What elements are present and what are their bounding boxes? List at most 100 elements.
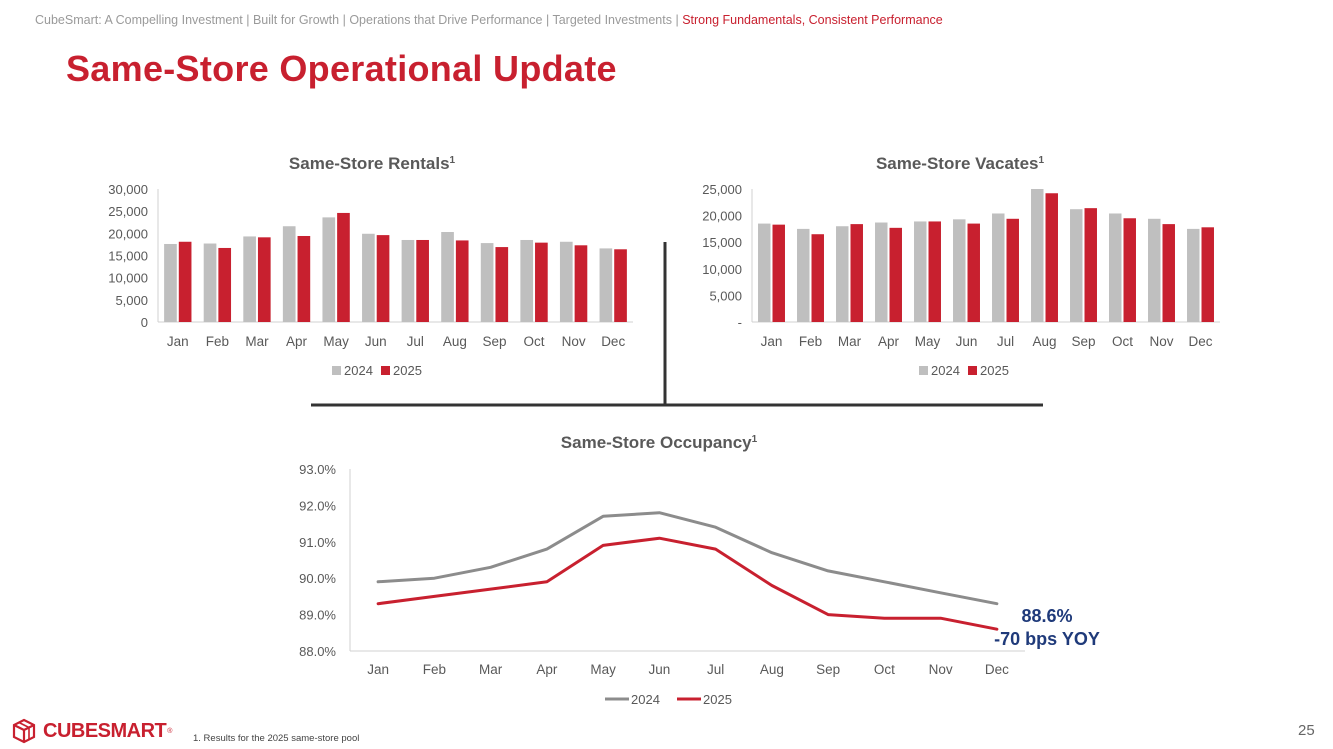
bar-2024 bbox=[953, 219, 966, 322]
bar-2025 bbox=[178, 241, 192, 322]
bar-2025 bbox=[218, 247, 232, 322]
bar-2025 bbox=[1162, 224, 1175, 322]
bar-2024 bbox=[758, 223, 771, 322]
bar-2025 bbox=[574, 245, 588, 322]
x-tick-label: Apr bbox=[286, 334, 308, 349]
x-tick-label: Aug bbox=[443, 334, 467, 349]
legend-label: 2024 bbox=[344, 363, 373, 378]
bar-2025 bbox=[1123, 218, 1136, 322]
x-tick-label: Feb bbox=[799, 334, 822, 349]
bar-2025 bbox=[928, 221, 941, 322]
y-tick-label: 30,000 bbox=[108, 182, 148, 197]
legend-swatch-2024 bbox=[332, 366, 341, 375]
bar-2025 bbox=[495, 247, 509, 322]
x-tick-label: Jul bbox=[997, 334, 1014, 349]
x-tick-label: May bbox=[915, 334, 941, 349]
y-tick-label: 20,000 bbox=[108, 226, 148, 241]
breadcrumb-item[interactable]: Operations that Drive Performance bbox=[349, 13, 543, 27]
bar-2025 bbox=[257, 237, 271, 322]
x-tick-label: Jun bbox=[365, 334, 387, 349]
y-tick-label: 90.0% bbox=[299, 571, 336, 586]
x-tick-label: Jun bbox=[648, 662, 670, 677]
bar-2025 bbox=[1045, 193, 1058, 322]
x-tick-label: Oct bbox=[874, 662, 895, 677]
legend-swatch-2025 bbox=[968, 366, 977, 375]
y-tick-label: 92.0% bbox=[299, 498, 336, 513]
x-tick-label: Aug bbox=[1032, 334, 1056, 349]
legend-swatch-2025 bbox=[381, 366, 390, 375]
bar-2025 bbox=[535, 242, 548, 322]
bar-2025 bbox=[811, 234, 824, 322]
breadcrumb-separator: | bbox=[545, 13, 550, 27]
x-tick-label: Jul bbox=[707, 662, 724, 677]
bar-2025 bbox=[455, 240, 469, 322]
occupancy-chart: Same-Store Occupancy1 88.0% 89.0% 90.0% 91.0… bbox=[299, 433, 1025, 707]
x-tick-label: Mar bbox=[479, 662, 503, 677]
breadcrumb-item[interactable]: CubeSmart: A Compelling Investment bbox=[35, 13, 243, 27]
page-title: Same-Store Operational Update bbox=[66, 48, 617, 89]
bar-2025 bbox=[1201, 227, 1214, 322]
bar-2024 bbox=[875, 222, 888, 322]
legend-label: 2025 bbox=[393, 363, 422, 378]
y-tick-label: 93.0% bbox=[299, 462, 336, 477]
vacates-chart: Same-Store Vacates1 - 5,000 10,000 15,000 20,… bbox=[702, 154, 1220, 378]
x-tick-label: Nov bbox=[929, 662, 953, 677]
legend-label: 2025 bbox=[980, 363, 1009, 378]
bar-2025 bbox=[850, 224, 863, 322]
x-tick-label: Dec bbox=[1188, 334, 1212, 349]
y-tick-label: 5,000 bbox=[709, 288, 742, 303]
bar-2024 bbox=[599, 248, 613, 322]
bar-2024 bbox=[164, 243, 177, 322]
bar-2025 bbox=[337, 212, 350, 322]
breadcrumb-item[interactable]: Targeted Investments bbox=[552, 13, 672, 27]
bar-2024 bbox=[441, 232, 454, 322]
bar-2025 bbox=[772, 224, 785, 322]
logo-text: CUBESMART bbox=[43, 719, 167, 742]
cubesmart-logo[interactable]: CUBESMART ® bbox=[11, 717, 172, 745]
y-tick-label: 89.0% bbox=[299, 608, 336, 623]
breadcrumb-item-active[interactable]: Strong Fundamentals, Consistent Performa… bbox=[682, 13, 943, 27]
y-tick-label: 15,000 bbox=[108, 249, 148, 264]
bar-2024 bbox=[1070, 209, 1083, 322]
breadcrumb: CubeSmart: A Compelling Investment | Bui… bbox=[35, 13, 943, 27]
rentals-chart: Same-Store Rentals1 0 5,000 10,000 15,000 20,… bbox=[108, 154, 633, 378]
footnote: 1. Results for the 2025 same-store pool bbox=[193, 733, 360, 744]
chart-title: Same-Store Rentals1 bbox=[289, 154, 456, 173]
breadcrumb-separator: | bbox=[342, 13, 346, 27]
bar-2024 bbox=[520, 239, 534, 322]
bar-2024 bbox=[559, 241, 573, 322]
x-tick-label: Jun bbox=[956, 334, 978, 349]
callout-value: 88.6% bbox=[1021, 606, 1072, 626]
legend-label: 2024 bbox=[931, 363, 960, 378]
x-tick-label: Sep bbox=[1071, 334, 1095, 349]
y-tick-label: 25,000 bbox=[702, 182, 742, 197]
chart-title: Same-Store Occupancy1 bbox=[561, 433, 758, 452]
x-tick-label: Apr bbox=[536, 662, 558, 677]
x-tick-label: Aug bbox=[760, 662, 784, 677]
cube-icon bbox=[12, 718, 36, 744]
x-tick-label: Nov bbox=[1149, 334, 1173, 349]
x-tick-label: Mar bbox=[245, 334, 269, 349]
y-tick-label: 10,000 bbox=[108, 271, 148, 286]
breadcrumb-item[interactable]: Built for Growth bbox=[252, 13, 340, 27]
series-line-2025 bbox=[376, 536, 999, 631]
bar-2024 bbox=[282, 226, 296, 322]
x-tick-label: Jan bbox=[167, 334, 189, 349]
occupancy-callout: 88.6% -70 bps YOY bbox=[994, 606, 1100, 649]
bar-2024 bbox=[243, 236, 256, 322]
x-tick-label: Sep bbox=[482, 334, 506, 349]
bar-2024 bbox=[1109, 213, 1122, 322]
series-line-2024 bbox=[376, 511, 999, 606]
bar-2024 bbox=[992, 213, 1005, 322]
y-tick-label: 91.0% bbox=[299, 535, 336, 550]
connector-lines bbox=[311, 242, 1043, 407]
y-tick-label: 10,000 bbox=[702, 262, 742, 277]
x-tick-label: Feb bbox=[206, 334, 229, 349]
bar-2024 bbox=[362, 233, 375, 322]
bar-2024 bbox=[836, 226, 849, 322]
bar-2024 bbox=[322, 217, 336, 322]
callout-change: -70 bps YOY bbox=[994, 629, 1100, 649]
x-tick-label: Apr bbox=[878, 334, 900, 349]
page-number: 25 bbox=[1298, 722, 1315, 739]
